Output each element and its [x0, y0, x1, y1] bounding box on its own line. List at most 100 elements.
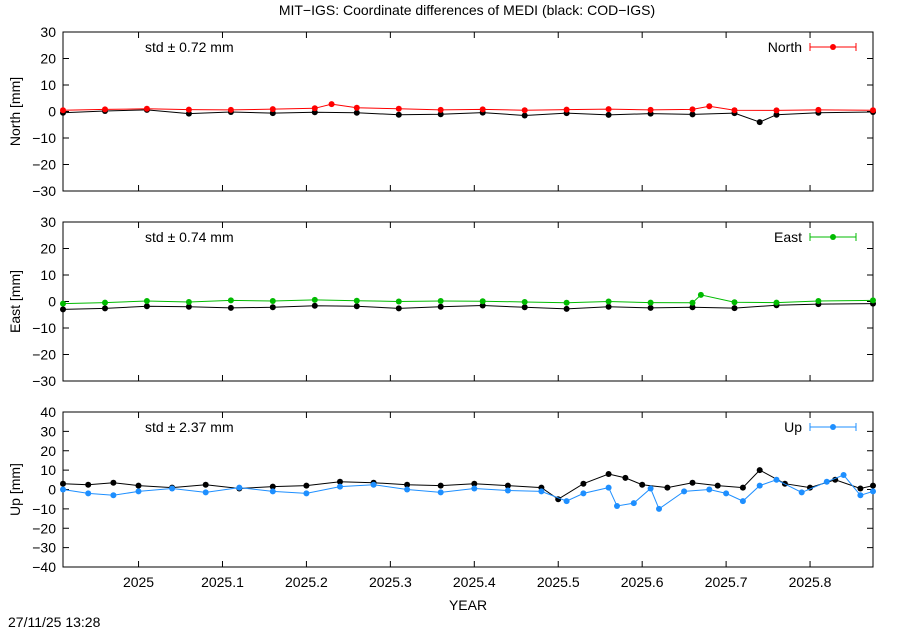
x-tick-label: 2025.4: [453, 574, 496, 590]
data-point: [857, 485, 864, 492]
std-label: std ± 0.74 mm: [145, 229, 234, 245]
series-line: [62, 474, 874, 510]
y-tick-label: −10: [32, 501, 56, 517]
data-point: [303, 482, 310, 489]
data-point: [756, 467, 763, 474]
x-axis-tick-labels: 2025 2025.1 2025.2 2025.3 2025.4 2025.5 2025.6…: [123, 574, 832, 590]
data-point: [580, 490, 587, 497]
data-point: [269, 304, 276, 311]
data-point: [647, 106, 654, 113]
data-point: [689, 479, 696, 486]
data-point: [739, 498, 746, 505]
legend-marker-icon: [809, 423, 857, 431]
data-point: [471, 485, 478, 492]
data-point: [647, 299, 654, 306]
legend-marker-icon: [809, 233, 857, 241]
legend-label: North: [768, 39, 802, 55]
y-tick-label: 0: [48, 294, 56, 310]
data-point: [479, 106, 486, 113]
series-line: [62, 103, 874, 111]
data-point: [731, 299, 738, 306]
panel-up: 40 30 20 10 0 −10 −20 −30 −40 Up [mm] std ± 2.37 m…: [7, 404, 876, 575]
data-point: [605, 484, 612, 491]
data-point: [404, 486, 411, 493]
std-label: std ± 2.37 mm: [145, 419, 234, 435]
data-point: [870, 482, 876, 489]
series-line: [62, 303, 874, 310]
y-tick-label: 10: [40, 77, 56, 93]
data-point: [227, 106, 234, 113]
legend-dot: [830, 44, 836, 50]
x-tick-label: 2025.5: [537, 574, 580, 590]
data-point: [815, 298, 822, 304]
x-tick-label: 2025.6: [621, 574, 664, 590]
data-point: [756, 482, 763, 489]
data-point: [269, 298, 276, 304]
x-tick-label: 2025.7: [705, 574, 748, 590]
data-point: [521, 107, 528, 114]
data-point: [870, 297, 876, 304]
data-point: [870, 107, 876, 114]
data-point: [202, 489, 209, 496]
data-point: [437, 106, 444, 113]
y-tick-label: −30: [32, 183, 56, 199]
data-point: [773, 299, 780, 306]
data-point: [60, 306, 66, 313]
y-tick-label: −20: [32, 520, 56, 536]
legend-dot: [830, 234, 836, 240]
y-tick-label: 30: [40, 214, 56, 230]
data-point: [303, 490, 310, 497]
data-point: [353, 297, 360, 304]
data-point: [639, 481, 646, 488]
data-point: [563, 305, 570, 312]
data-point: [538, 488, 545, 495]
data-point: [739, 484, 746, 491]
data-point: [395, 105, 402, 112]
data-point: [60, 480, 66, 487]
data-point: [404, 481, 411, 488]
data-point: [605, 471, 612, 477]
data-point: [102, 299, 108, 306]
data-point: [353, 104, 360, 111]
data-point: [370, 481, 377, 488]
data-point: [815, 106, 822, 113]
data-point: [605, 303, 612, 310]
data-point: [185, 303, 192, 310]
series-line: [62, 469, 874, 500]
data-point: [664, 484, 671, 491]
y-axis-label: Up [mm]: [7, 463, 23, 516]
data-point: [395, 111, 402, 118]
y-tick-label: 30: [40, 423, 56, 439]
data-point: [471, 480, 478, 487]
data-point: [227, 304, 234, 311]
data-point: [60, 300, 66, 307]
data-point: [269, 483, 276, 490]
data-point: [328, 101, 335, 108]
data-point: [185, 299, 192, 305]
data-point: [110, 492, 117, 499]
y-tick-label: 20: [40, 51, 56, 67]
y-tick-label: 0: [48, 482, 56, 498]
y-tick-label: −40: [32, 559, 56, 575]
data-point: [647, 304, 654, 311]
series-line: [62, 109, 874, 123]
legend-marker-icon: [809, 43, 857, 51]
data-point: [437, 303, 444, 310]
data-point: [85, 481, 92, 488]
data-point: [85, 490, 92, 497]
data-point: [689, 106, 696, 113]
data-point: [437, 489, 444, 496]
data-point: [437, 111, 444, 118]
y-tick-label: −10: [32, 320, 56, 336]
data-point: [605, 106, 612, 113]
data-point: [135, 482, 142, 489]
data-point: [60, 486, 66, 493]
data-point: [563, 498, 570, 505]
data-point: [773, 476, 780, 483]
data-point: [798, 489, 805, 496]
data-point: [102, 106, 108, 113]
data-point: [823, 478, 830, 485]
y-tick-label: −20: [32, 347, 56, 363]
data-point: [840, 472, 847, 478]
